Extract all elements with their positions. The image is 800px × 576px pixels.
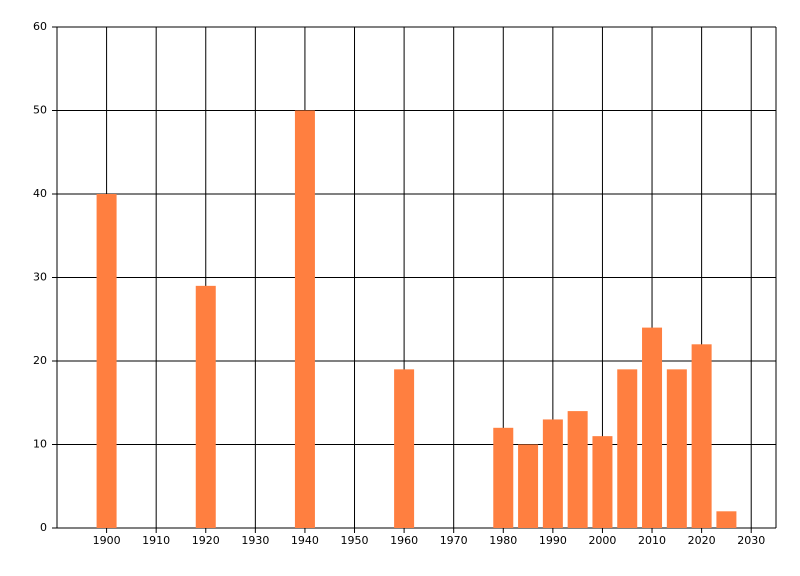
x-tick-label: 1930 bbox=[241, 534, 269, 547]
x-tick-label: 1940 bbox=[291, 534, 319, 547]
x-tick-label: 1910 bbox=[142, 534, 170, 547]
bar bbox=[567, 411, 588, 528]
bar bbox=[542, 419, 563, 528]
x-tick-label: 1990 bbox=[539, 534, 567, 547]
x-tick-label: 1970 bbox=[440, 534, 468, 547]
x-tick-label: 1900 bbox=[93, 534, 121, 547]
bar bbox=[195, 285, 216, 528]
bar bbox=[592, 436, 613, 528]
y-tick-label: 0 bbox=[40, 521, 47, 534]
bar bbox=[493, 427, 514, 528]
y-tick-label: 60 bbox=[33, 20, 47, 33]
bar bbox=[716, 511, 737, 528]
y-tick-label: 20 bbox=[33, 354, 47, 367]
bar bbox=[666, 369, 687, 528]
x-tick-label: 2010 bbox=[638, 534, 666, 547]
bar bbox=[518, 444, 539, 528]
x-tick-label: 2030 bbox=[737, 534, 765, 547]
bar bbox=[617, 369, 638, 528]
bar bbox=[642, 327, 663, 528]
bar bbox=[294, 110, 315, 528]
bar bbox=[691, 344, 712, 528]
y-tick-label: 30 bbox=[33, 271, 47, 284]
x-tick-label: 2020 bbox=[688, 534, 716, 547]
x-tick-label: 2000 bbox=[588, 534, 616, 547]
bar bbox=[394, 369, 415, 528]
x-tick-label: 1980 bbox=[489, 534, 517, 547]
y-tick-label: 40 bbox=[33, 187, 47, 200]
x-tick-label: 1950 bbox=[341, 534, 369, 547]
x-tick-label: 1920 bbox=[192, 534, 220, 547]
x-tick-label: 1960 bbox=[390, 534, 418, 547]
bar bbox=[96, 194, 117, 528]
y-tick-label: 10 bbox=[33, 438, 47, 451]
y-tick-label: 50 bbox=[33, 104, 47, 117]
